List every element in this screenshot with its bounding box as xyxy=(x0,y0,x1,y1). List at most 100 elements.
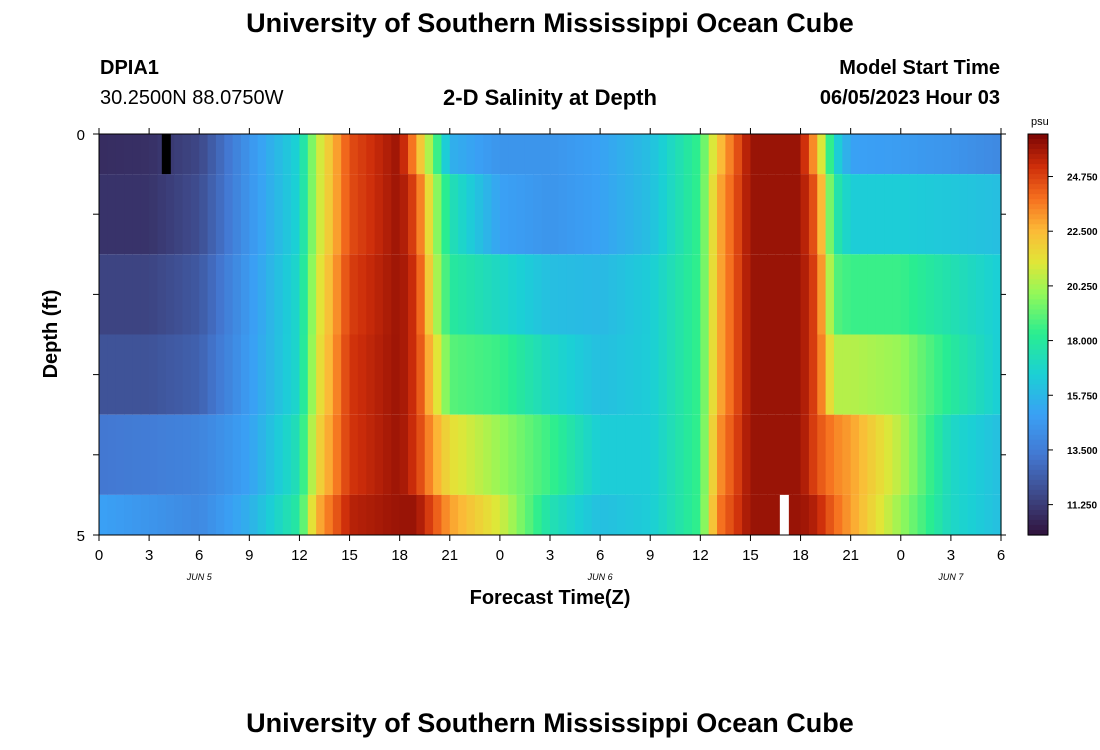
heatmap-cell xyxy=(291,334,301,415)
colorbar-segment xyxy=(1028,229,1048,235)
heatmap-cell xyxy=(591,334,601,415)
heatmap-cell xyxy=(433,334,443,415)
heatmap-cell xyxy=(483,134,493,175)
heatmap-cell xyxy=(658,414,668,495)
heatmap-cell xyxy=(316,254,326,335)
heatmap-cell xyxy=(583,174,593,255)
heatmap-cell xyxy=(458,134,468,175)
heatmap-cell xyxy=(399,134,409,175)
heatmap-cell xyxy=(149,334,159,415)
heatmap-cell xyxy=(124,494,134,535)
colorbar-segment xyxy=(1028,299,1048,306)
colorbar-segment xyxy=(1028,379,1048,386)
heatmap-cell xyxy=(683,174,693,255)
colorbar-segment xyxy=(1028,144,1048,150)
heatmap-cell xyxy=(691,414,701,495)
colorbar-segment xyxy=(1028,214,1048,220)
heatmap-cell xyxy=(499,414,509,495)
heatmap-cell xyxy=(842,334,852,415)
colorbar-segment xyxy=(1028,209,1048,215)
axis-ticks: 24.750 22.500 20.250 18.000 15.750 13.500 11.2… xyxy=(77,127,1098,582)
heatmap-cell xyxy=(140,174,150,255)
heatmap-cell xyxy=(850,134,860,175)
heatmap-cell xyxy=(324,174,334,255)
heatmap-cell xyxy=(550,254,559,335)
heatmap-cell xyxy=(449,254,459,335)
heatmap-cell xyxy=(700,414,710,495)
heatmap-cell xyxy=(249,334,259,415)
heatmap-cell xyxy=(132,334,142,415)
heatmap-cell xyxy=(541,334,551,415)
heatmap-cell xyxy=(341,334,351,415)
heatmap-cell xyxy=(658,134,668,175)
heatmap-cell xyxy=(382,334,392,415)
heatmap-cell xyxy=(474,134,484,175)
heatmap-cell xyxy=(190,414,200,495)
heatmap-cell xyxy=(349,414,359,495)
heatmap-cell xyxy=(466,254,476,335)
heatmap-cell xyxy=(240,414,250,495)
colorbar-segment xyxy=(1028,244,1048,250)
heatmap-cell xyxy=(742,414,752,495)
heatmap-cell xyxy=(174,494,184,535)
heatmap-cell xyxy=(449,174,459,255)
heatmap-cell xyxy=(107,134,117,175)
heatmap-cell xyxy=(224,494,234,535)
colorbar-segment xyxy=(1028,279,1048,285)
heatmap-cell xyxy=(884,254,894,335)
heatmap-cell xyxy=(174,174,184,255)
heatmap-cell xyxy=(458,494,468,535)
heatmap-cell xyxy=(825,414,835,495)
heatmap-cell xyxy=(767,254,777,335)
heatmap-cell xyxy=(591,414,601,495)
heatmap-cell xyxy=(733,494,743,535)
heatmap-cell xyxy=(132,254,142,335)
heatmap-cell xyxy=(249,494,259,535)
x-tick-label: 12 xyxy=(291,547,308,564)
heatmap-cell xyxy=(433,494,443,535)
heatmap-cell xyxy=(291,414,301,495)
x-tick-label: 3 xyxy=(947,547,955,564)
heatmap-cell xyxy=(666,494,676,535)
heatmap-cell xyxy=(124,134,134,175)
heatmap-cell xyxy=(541,494,551,535)
heatmap-cell xyxy=(900,334,910,415)
heatmap-cell xyxy=(266,174,275,255)
heatmap-cell xyxy=(499,254,509,335)
colorbar-segment xyxy=(1028,364,1048,371)
heatmap-cell xyxy=(725,174,735,255)
heatmap-cell xyxy=(616,334,626,415)
heatmap-cell xyxy=(199,494,209,535)
heatmap-cell xyxy=(249,134,259,175)
x-tick-label: 0 xyxy=(496,547,504,564)
heatmap-cell xyxy=(566,334,576,415)
colorbar-cells xyxy=(1028,134,1048,536)
heatmap-cell xyxy=(199,134,209,175)
heatmap-cell xyxy=(859,414,868,495)
heatmap-cell xyxy=(516,254,526,335)
heatmap-cell xyxy=(691,254,701,335)
heatmap-cell xyxy=(266,494,275,535)
heatmap-cell xyxy=(232,134,242,175)
heatmap-cell xyxy=(691,334,701,415)
colorbar-segment xyxy=(1028,264,1048,270)
colorbar-segment xyxy=(1028,194,1048,200)
heatmap-cell xyxy=(925,494,935,535)
heatmap-cell xyxy=(959,254,969,335)
heatmap-cell xyxy=(249,414,259,495)
colorbar-segment xyxy=(1028,249,1048,255)
heatmap-cell xyxy=(99,254,108,335)
heatmap-cell xyxy=(808,334,818,415)
heatmap-cell xyxy=(174,254,184,335)
heatmap-cell xyxy=(157,174,167,255)
heatmap-cell xyxy=(758,334,768,415)
heatmap-cell xyxy=(207,414,217,495)
colorbar-segment xyxy=(1028,389,1048,396)
heatmap-cell xyxy=(416,134,426,175)
heatmap-cell xyxy=(975,134,985,175)
heatmap-cell xyxy=(934,334,944,415)
colorbar-segment xyxy=(1028,474,1048,481)
heatmap-cell xyxy=(433,414,443,495)
heatmap-cell xyxy=(717,134,726,175)
heatmap-cell xyxy=(240,174,250,255)
